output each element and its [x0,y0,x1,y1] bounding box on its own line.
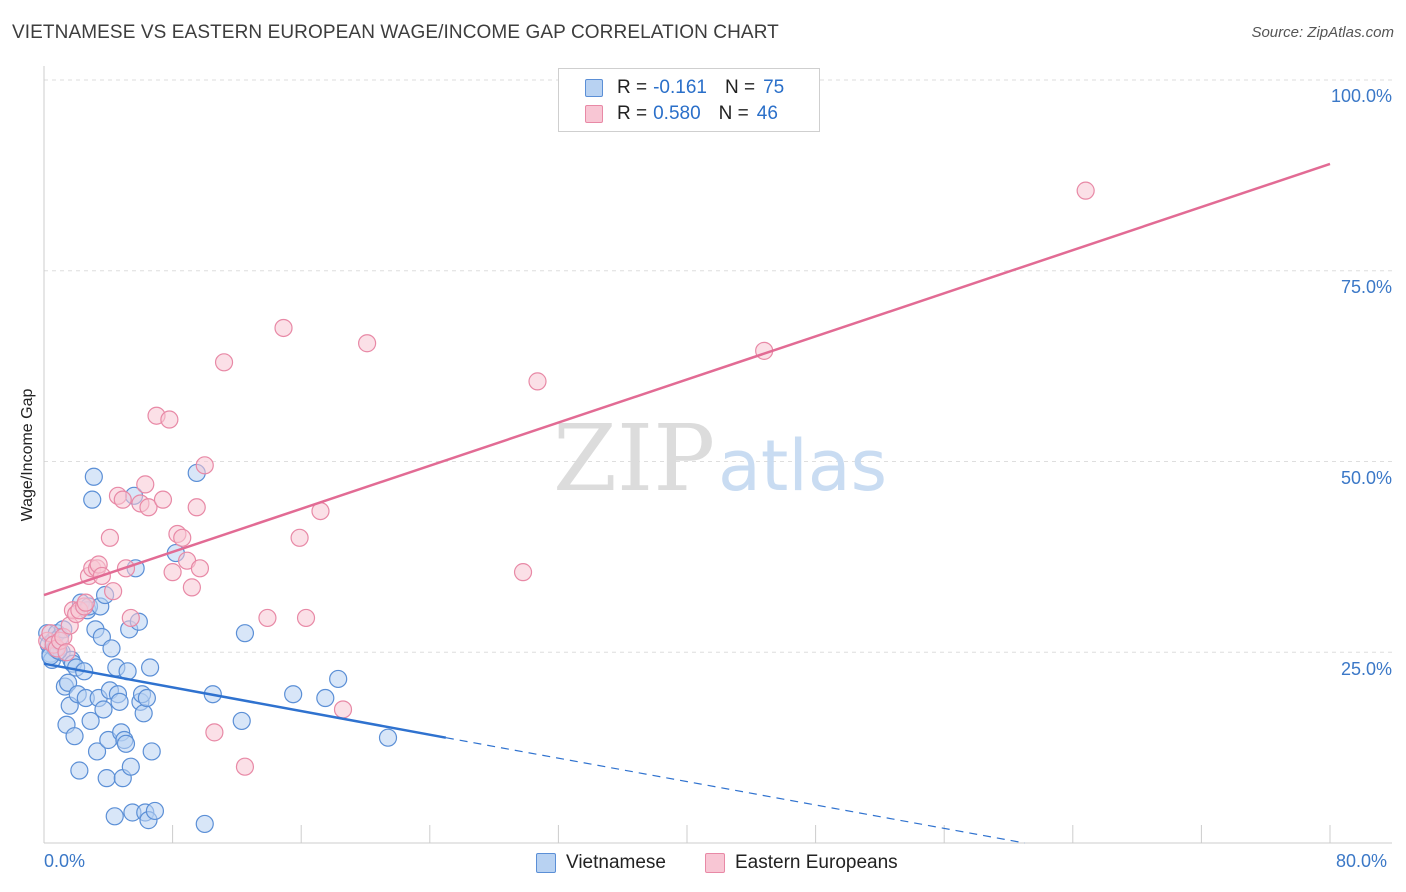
bottom-legend-vietnamese: Vietnamese [536,852,666,874]
vietnamese-point [116,734,136,753]
eastern-european-point [214,353,234,372]
legend-swatch-vietnamese [585,79,603,97]
vietnamese-point [145,801,165,821]
vietnamese-point [142,742,161,761]
legend-r-label: R = [617,77,648,98]
legend-n-value: 46 [756,103,778,124]
vietnamese-points [38,463,398,834]
vietnamese-point [102,639,121,658]
y-tick-label: 25.0% [1340,659,1392,679]
gridlines [44,79,1392,653]
legend-r-value: 0.580 [653,103,701,124]
vietnamese-point [94,700,113,719]
eastern-european-point [76,593,95,612]
vietnamese-point [329,669,348,689]
vietnamese-point [70,761,89,780]
watermark-atlas: atlas [718,425,887,507]
eastern-european-point [235,757,255,776]
eastern-european-point [121,608,140,628]
vietnamese-point [195,814,214,834]
eastern-european-point [205,723,224,742]
eastern-european-point [358,334,377,353]
eastern-european-point [1076,181,1095,200]
legend-n-label: N = [718,103,749,124]
y-tick-label: 50.0% [1340,468,1392,488]
vietnamese-point [140,658,160,677]
eastern-european-point [274,318,293,338]
eastern-european-point [528,372,547,391]
y-tick-label: 75.0% [1340,277,1392,297]
legend-row-eastern-europeans: R = 0.580 N = 46 [585,103,778,125]
legend-n-value: 75 [763,77,785,98]
eastern-european-point [258,608,277,628]
vietnamese-point [110,692,129,711]
eastern-european-point [100,528,120,547]
correlation-legend: R = -0.161 N = 75 R = 0.580 N = 46 [558,68,820,132]
eastern-european-point [187,498,206,517]
legend-swatch-eastern-europeans [705,853,725,873]
vietnamese-point [105,807,124,826]
bottom-legend-eastern-europeans: Eastern Europeans [705,852,898,874]
legend-label-eastern-europeans: Eastern Europeans [735,852,898,873]
eastern-european-point [190,559,210,578]
vietnamese-point [137,688,156,708]
eastern-european-point [290,528,309,547]
eastern-european-point [296,608,316,628]
vietnamese-point [232,711,251,731]
watermark: ZIP atlas [553,405,887,512]
vietnamese-point [134,704,153,723]
x-tick-label-max: 80.0% [1336,851,1388,871]
watermark-zip: ZIP [553,405,715,512]
legend-r-value: -0.161 [653,77,707,98]
eastern-european-point [195,456,214,475]
vietnamese-point [81,711,100,731]
vietnamese-point [235,624,255,643]
legend-label-vietnamese: Vietnamese [566,852,666,873]
eastern-european-points [38,181,1095,776]
vietnamese-point [65,727,84,746]
eastern-european-point [57,643,76,662]
eastern-european-trend-line [43,162,1331,597]
axes [43,66,1392,844]
vietnamese-point [83,490,102,509]
eastern-european-point [160,410,179,429]
eastern-european-point [136,475,155,494]
legend-r-label: R = [617,103,648,124]
vietnamese-point [378,728,398,747]
y-tick-label: 100.0% [1330,86,1392,106]
legend-swatch-vietnamese [536,853,556,873]
vietnamese-trend-extension [445,737,1025,844]
vietnamese-point [87,742,107,761]
vietnamese-trend-line [43,662,447,739]
vietnamese-point [121,757,140,776]
legend-row-vietnamese: R = -0.161 N = 75 [585,77,784,99]
vietnamese-point [84,467,103,486]
eastern-european-point [163,563,182,582]
eastern-european-point [139,498,158,517]
x-tick-label-min: 0.0% [44,851,86,871]
vietnamese-point [97,769,116,788]
eastern-european-point [104,582,123,601]
eastern-european-point [113,490,132,509]
vietnamese-point [284,685,303,704]
eastern-european-point [513,563,533,582]
trend-lines [43,162,1331,844]
eastern-european-point [182,578,201,597]
eastern-european-point [153,490,173,509]
vietnamese-point [316,688,335,708]
eastern-european-point [333,700,353,719]
legend-swatch-eastern-europeans [585,105,603,123]
eastern-european-point [173,528,192,547]
source-label: Source: ZipAtlas.com [1251,24,1394,41]
chart-title: VIETNAMESE VS EASTERN EUROPEAN WAGE/INCO… [12,22,779,43]
legend-n-label: N = [724,77,756,98]
